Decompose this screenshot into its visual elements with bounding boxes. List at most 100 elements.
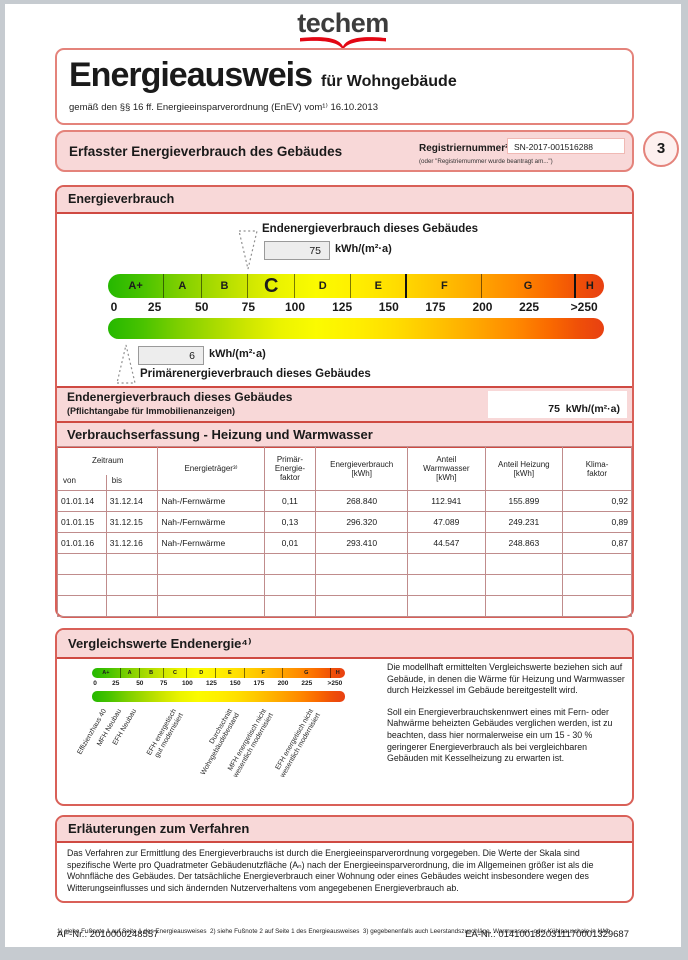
mini-scale-tick: 25 (112, 680, 120, 687)
mini-scale-tick: 0 (93, 680, 97, 687)
title-box: Energieausweis für Wohngebäude gemäß den… (55, 48, 634, 125)
comparison-label: EFH energetisch gut modernisiert (145, 708, 186, 760)
cell-primaerfaktor: 0,01 (263, 532, 317, 554)
table-row-empty (57, 553, 632, 575)
energy-section-title: Energieverbrauch (57, 187, 632, 214)
primary-energy-value-field: 6 (138, 346, 204, 365)
table-row: 01.01.14 31.12.14 Nah-/Fernwärme 0,11 26… (57, 490, 632, 512)
col-header-klimafaktor: Klima- faktor (562, 446, 632, 491)
mini-scale-class: H (335, 670, 340, 676)
mini-scale-class: G (283, 668, 331, 678)
primary-energy-label: Primärenergieverbrauch dieses Gebäudes (140, 368, 371, 380)
table-row-empty (57, 595, 632, 617)
col-header-energieverbrauch: Energieverbrauch [kWh] (315, 446, 409, 491)
scale-class-d: D (295, 274, 352, 298)
cell-primaerfaktor: 0,13 (263, 511, 317, 533)
mini-scale-tick: >250 (327, 680, 343, 687)
scale-class-b: B (202, 274, 249, 298)
cell-von: 01.01.14 (57, 490, 107, 512)
scale-tick-50: 50 (195, 300, 209, 314)
cell-klimafaktor: 0,92 (562, 490, 632, 512)
table-row-empty (57, 574, 632, 596)
cell-anteil-warmwasser: 47.089 (407, 511, 486, 533)
mini-scale-class: F (245, 668, 283, 678)
registration-label: Registriernummer²⁾ (419, 143, 512, 154)
efficiency-gradient-bar (108, 318, 604, 339)
scale-class-a-plus: A+ (108, 274, 165, 298)
mini-scale-class: B (140, 668, 164, 678)
mandatory-value-box: 75 kWh/(m²·a) (488, 391, 627, 418)
mini-scale-tick: 150 (229, 680, 241, 687)
scale-tick-75: 75 (241, 300, 256, 314)
mandatory-title: Endenergieverbrauch dieses Gebäudes (67, 390, 293, 404)
footnotes-block: 1) siehe Fußnote 1 auf Seite 1 des Energ… (57, 907, 635, 947)
logo-text: techem (297, 8, 389, 38)
cell-anteil-warmwasser: 44.547 (407, 532, 486, 554)
mini-efficiency-scale: A+ A B C D E F G H (92, 668, 345, 678)
mandatory-subtitle: (Pflichtangabe für Immobilienanzeigen) (67, 406, 236, 416)
cell-energietraeger: Nah-/Fernwärme (157, 532, 265, 554)
certificate-page: techem Energieausweis für Wohngebäude ge… (5, 4, 681, 947)
efficiency-class-scale: A+ A B C D E F G H (108, 274, 604, 298)
mini-scale-class: A (121, 668, 140, 678)
mini-scale-class: E (216, 668, 245, 678)
mini-scale-tick-row: 0 25 50 75 100 125 150 175 200 225 >250 (92, 680, 345, 689)
end-energy-unit: kWh/(m²·a) (335, 243, 392, 255)
scale-class-h: H (585, 280, 594, 292)
scale-tick-175: 175 (425, 300, 446, 314)
mandatory-disclosure-band: Endenergieverbrauch dieses Gebäudes (Pfl… (57, 386, 632, 423)
scale-class-c-current: C (248, 274, 296, 298)
energy-consumption-box: Energieverbrauch Endenergieverbrauch die… (55, 185, 634, 618)
scale-tick-row: 0 25 50 75 100 125 150 175 200 225 >250 (108, 300, 604, 315)
cell-energietraeger: Nah-/Fernwärme (157, 511, 265, 533)
scale-tick-250: >250 (570, 300, 598, 314)
col-header-von: von (57, 474, 107, 491)
consumption-table-wrap: Zeitraum Energieträger³⁾ Primär- Energie… (56, 446, 632, 617)
af-number: AF-Nr.: 2010000248557 (57, 929, 159, 940)
scale-tick-125: 125 (332, 300, 353, 314)
cell-energietraeger: Nah-/Fernwärme (157, 490, 265, 512)
section-title: Erfasster Energieverbrauch des Gebäudes (69, 144, 343, 159)
footnotes-line-1: 1) siehe Fußnote 1 auf Seite 1 des Energ… (57, 927, 611, 935)
scale-tick-200: 200 (472, 300, 493, 314)
comparison-label: EFH energetisch nicht wesentlich modernis… (274, 708, 323, 780)
scale-class-f: F (407, 274, 483, 298)
techem-logo: techem (5, 8, 681, 50)
col-header-anteil-warmwasser: Anteil Warmwasser [kWh] (407, 446, 486, 491)
explanation-text: Das Verfahren zur Ermittlung des Energie… (67, 848, 594, 894)
cell-anteil-heizung: 249.231 (484, 511, 564, 533)
end-energy-value-field: 75 (264, 241, 330, 260)
col-header-zeitraum: Zeitraum (56, 446, 159, 475)
cell-primaerfaktor: 0,11 (263, 490, 317, 512)
col-header-energietraeger: Energieträger³⁾ (157, 446, 265, 491)
cell-anteil-heizung: 155.899 (484, 490, 564, 512)
scale-tick-0: 0 (110, 300, 118, 314)
section-header-bar: Erfasster Energieverbrauch des Gebäudes … (55, 130, 634, 172)
col-header-bis: bis (105, 474, 159, 491)
mini-scale-class: D (187, 668, 217, 678)
cell-anteil-warmwasser: 112.941 (407, 490, 486, 512)
cell-klimafaktor: 0,87 (562, 532, 632, 554)
consumption-section-title: Verbrauchserfassung - Heizung und Warmwa… (57, 423, 632, 448)
mini-gradient-bar (92, 691, 345, 702)
scale-class-a: A (164, 274, 202, 298)
page-number-badge: 3 (643, 131, 679, 167)
table-row: 01.01.15 31.12.15 Nah-/Fernwärme 0,13 29… (57, 511, 632, 533)
logo-swoosh-icon (300, 37, 386, 50)
mini-scale-tick: 225 (301, 680, 313, 687)
comparison-title: Vergleichswerte Endenergie⁴⁾ (57, 630, 632, 659)
table-row: 01.01.16 31.12.16 Nah-/Fernwärme 0,01 29… (57, 532, 632, 554)
scale-class-e: E (351, 274, 408, 298)
scale-tick-100: 100 (284, 300, 305, 314)
law-reference-line: gemäß den §§ 16 ff. Energieeinsparverord… (69, 102, 378, 113)
ea-number: EA-Nr.: 0141001820311170001329687 (465, 929, 629, 940)
title-row: Energieausweis für Wohngebäude (69, 56, 620, 95)
registration-value-field: SN-2017-001516288 (507, 138, 625, 154)
cell-energieverbrauch: 296.320 (315, 511, 409, 533)
comparison-paragraph-2: Soll ein Energieverbrauchskennwert eines… (387, 706, 613, 764)
mini-scale-tick: 125 (205, 680, 217, 687)
dotted-arrow-down-icon (238, 230, 258, 270)
registration-note: (oder "Registriernummer wurde beantragt … (419, 158, 553, 165)
cell-bis: 31.12.16 (105, 532, 159, 554)
